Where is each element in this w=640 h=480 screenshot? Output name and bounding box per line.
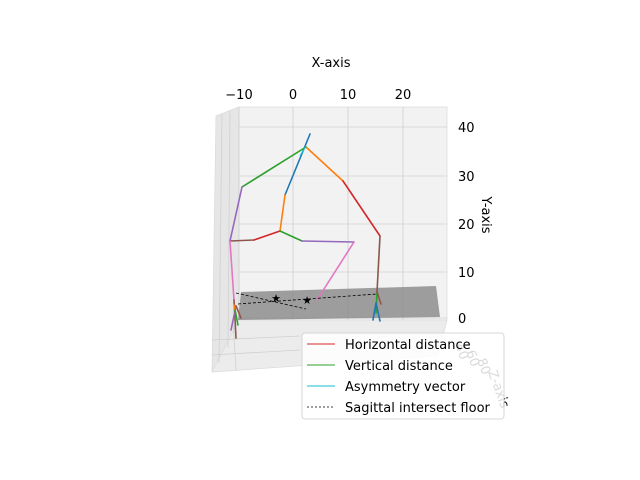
legend: Horizontal distance Vertical distance As… xyxy=(301,332,505,420)
skeleton-segment xyxy=(279,230,303,242)
y-tick-label: 40 xyxy=(458,121,475,136)
skeleton-segment xyxy=(284,133,311,196)
skeleton-segment xyxy=(372,302,377,321)
skeleton-segment xyxy=(229,240,235,301)
floor-plane xyxy=(238,286,440,320)
sagittal-point: ★ xyxy=(302,294,312,307)
x-tick-label: 20 xyxy=(395,88,412,103)
y-axis-label: Y-axis xyxy=(478,195,493,233)
skeleton-segment xyxy=(342,180,381,237)
skeleton-segment xyxy=(253,230,281,241)
y-tick-label: 20 xyxy=(458,218,475,233)
legend-label-vertical: Vertical distance xyxy=(345,359,453,374)
skeleton-segment xyxy=(305,146,344,182)
asymmetry-vector xyxy=(299,145,307,157)
skeleton-segment xyxy=(229,239,255,242)
sagittal-point: ★ xyxy=(271,292,281,305)
x-axis-label: X-axis xyxy=(312,56,351,71)
skeleton-segment xyxy=(235,305,242,319)
sagittal-line xyxy=(235,292,307,310)
y-tick-label: 0 xyxy=(458,312,466,327)
x-tick-label: −10 xyxy=(225,88,252,103)
skeleton-segment xyxy=(301,240,355,243)
sagittal-lines xyxy=(235,292,378,310)
skeleton-segment xyxy=(279,194,286,232)
skeleton xyxy=(229,133,382,339)
skeleton-segment xyxy=(241,146,307,188)
x-tick-label: 10 xyxy=(340,88,357,103)
skeleton-segment xyxy=(316,241,355,301)
skeleton-segment xyxy=(376,235,381,293)
legend-label-horizontal: Horizontal distance xyxy=(345,338,471,353)
legend-label-sagittal: Sagittal intersect floor xyxy=(345,401,491,416)
legend-box xyxy=(301,332,505,420)
skeleton-segment xyxy=(234,309,239,326)
y-tick-label: 10 xyxy=(458,266,475,281)
skeleton-segment xyxy=(229,186,243,242)
y-tick-label: 30 xyxy=(458,170,475,185)
x-tick-label: 0 xyxy=(289,88,297,103)
skeleton-segment xyxy=(376,291,382,305)
legend-label-asymmetry: Asymmetry vector xyxy=(345,380,466,395)
sagittal-line xyxy=(237,293,378,305)
sagittal-points: ★ ★ xyxy=(271,292,312,307)
skeleton-segment xyxy=(375,302,381,322)
